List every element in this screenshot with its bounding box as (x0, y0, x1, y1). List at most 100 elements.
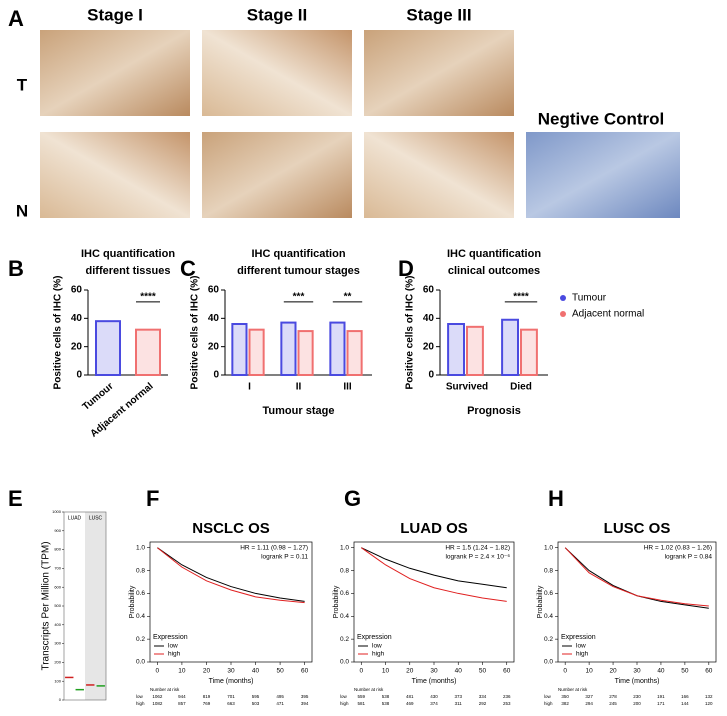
x-tick-label: 0 (156, 668, 160, 675)
risk-value: 769 (203, 701, 211, 706)
ihc-image (526, 132, 680, 218)
y-tick-label: 400 (54, 622, 61, 627)
risk-value: 382 (561, 701, 569, 706)
risk-value: 294 (585, 701, 593, 706)
bar (346, 330, 363, 377)
legend-title: Expression (561, 634, 596, 641)
x-axis-label: Prognosis (467, 405, 521, 417)
y-tick-label: 0.4 (136, 613, 145, 620)
risk-value: 481 (406, 694, 414, 699)
panel-label: C (180, 256, 196, 281)
stage-label: Stage II (247, 5, 307, 24)
stage-label: Stage III (406, 5, 471, 24)
chart-title: IHC quantification (447, 248, 541, 260)
risk-value: 230 (633, 694, 641, 699)
survival-curve (360, 547, 507, 602)
chart-title: LUSC OS (604, 520, 671, 537)
group-label: LUAD (68, 515, 82, 521)
legend-label: low (576, 643, 586, 650)
legend-label: high (168, 651, 181, 658)
x-tick-label: 60 (503, 668, 511, 675)
risk-value: 191 (657, 694, 665, 699)
legend-marker (560, 311, 566, 317)
x-tick-label: I (248, 382, 251, 393)
legend-label: high (372, 651, 385, 658)
legend-label: low (372, 643, 382, 650)
panel-label: F (146, 486, 159, 511)
y-tick-label: 0 (213, 370, 219, 381)
y-tick-label: 300 (54, 641, 61, 646)
y-tick-label: 0.6 (136, 590, 145, 597)
y-axis-label: Transcripts Per Million (TPM) (41, 541, 52, 670)
risk-value: 166 (681, 694, 689, 699)
risk-value: 236 (503, 694, 511, 699)
x-axis-label: Time (months) (209, 678, 254, 685)
ihc-image (40, 30, 190, 116)
y-tick-label: 600 (54, 584, 61, 589)
x-tick-label: 10 (382, 668, 390, 675)
x-axis-label: Tumour stage (263, 405, 335, 417)
survival-curve (361, 547, 507, 589)
y-tick-label: 0 (428, 370, 434, 381)
bar (95, 320, 121, 376)
chart-title: clinical outcomes (448, 265, 540, 277)
risk-value: 245 (609, 701, 617, 706)
x-tick-label: III (343, 382, 352, 393)
x-tick-label: 10 (178, 668, 186, 675)
risk-value: 120 (705, 701, 713, 706)
x-tick-label: II (296, 382, 302, 393)
significance: ** (344, 292, 352, 303)
x-tick-label: Survived (446, 382, 488, 393)
x-tick-label: 50 (681, 668, 689, 675)
y-tick-label: 20 (71, 341, 83, 352)
x-tick-label: 30 (227, 668, 235, 675)
y-tick-label: 800 (54, 547, 61, 552)
y-tick-label: 700 (54, 565, 61, 570)
y-axis-label: Probability (333, 585, 340, 618)
annotation: HR = 1.5 (1.24 − 1.82) (445, 545, 510, 552)
risk-value: 663 (227, 701, 235, 706)
risk-row-name: high (340, 701, 349, 706)
risk-value: 857 (178, 701, 186, 706)
panel-label: G (344, 486, 361, 511)
panel-label: A (8, 6, 24, 31)
y-tick-label: 500 (54, 603, 61, 608)
risk-value: 559 (358, 694, 366, 699)
chart-title: different tissues (86, 265, 171, 277)
risk-title: Number at risk (558, 687, 588, 692)
y-tick-label: 20 (208, 341, 220, 352)
y-tick-label: 200 (54, 659, 61, 664)
panel-label: H (548, 486, 564, 511)
chart-title: IHC quantification (251, 248, 345, 260)
chart-title: different tumour stages (237, 265, 360, 277)
legend-title: Expression (153, 634, 188, 641)
x-tick-label: 40 (657, 668, 665, 675)
risk-value: 373 (454, 694, 462, 699)
risk-value: 253 (503, 701, 511, 706)
legend-marker (560, 295, 566, 301)
control-label: Negtive Control (538, 109, 665, 128)
y-tick-label: 0.2 (340, 636, 349, 643)
y-tick-label: 0.0 (136, 659, 145, 666)
y-tick-label: 40 (423, 313, 435, 324)
risk-value: 171 (657, 701, 665, 706)
risk-value: 144 (681, 701, 689, 706)
risk-title: Number at risk (150, 687, 180, 692)
row-label: T (17, 75, 28, 94)
y-tick-label: 20 (423, 341, 435, 352)
y-tick-label: 0.8 (340, 567, 349, 574)
annotation: logrank P = 2.4 × 10⁻⁶ (445, 554, 510, 561)
legend-label: Adjacent normal (572, 309, 644, 320)
survival-curve (157, 547, 305, 604)
x-tick-label: 50 (276, 668, 284, 675)
bar (501, 318, 520, 376)
annotation: HR = 1.02 (0.83 − 1.26) (644, 545, 712, 552)
x-tick-label: 40 (455, 668, 463, 675)
risk-value: 495 (276, 694, 284, 699)
bar (135, 328, 161, 376)
y-tick-label: 60 (208, 285, 220, 296)
significance: **** (140, 292, 156, 303)
y-tick-label: 0.0 (340, 659, 349, 666)
y-tick-label: 900 (54, 528, 61, 533)
